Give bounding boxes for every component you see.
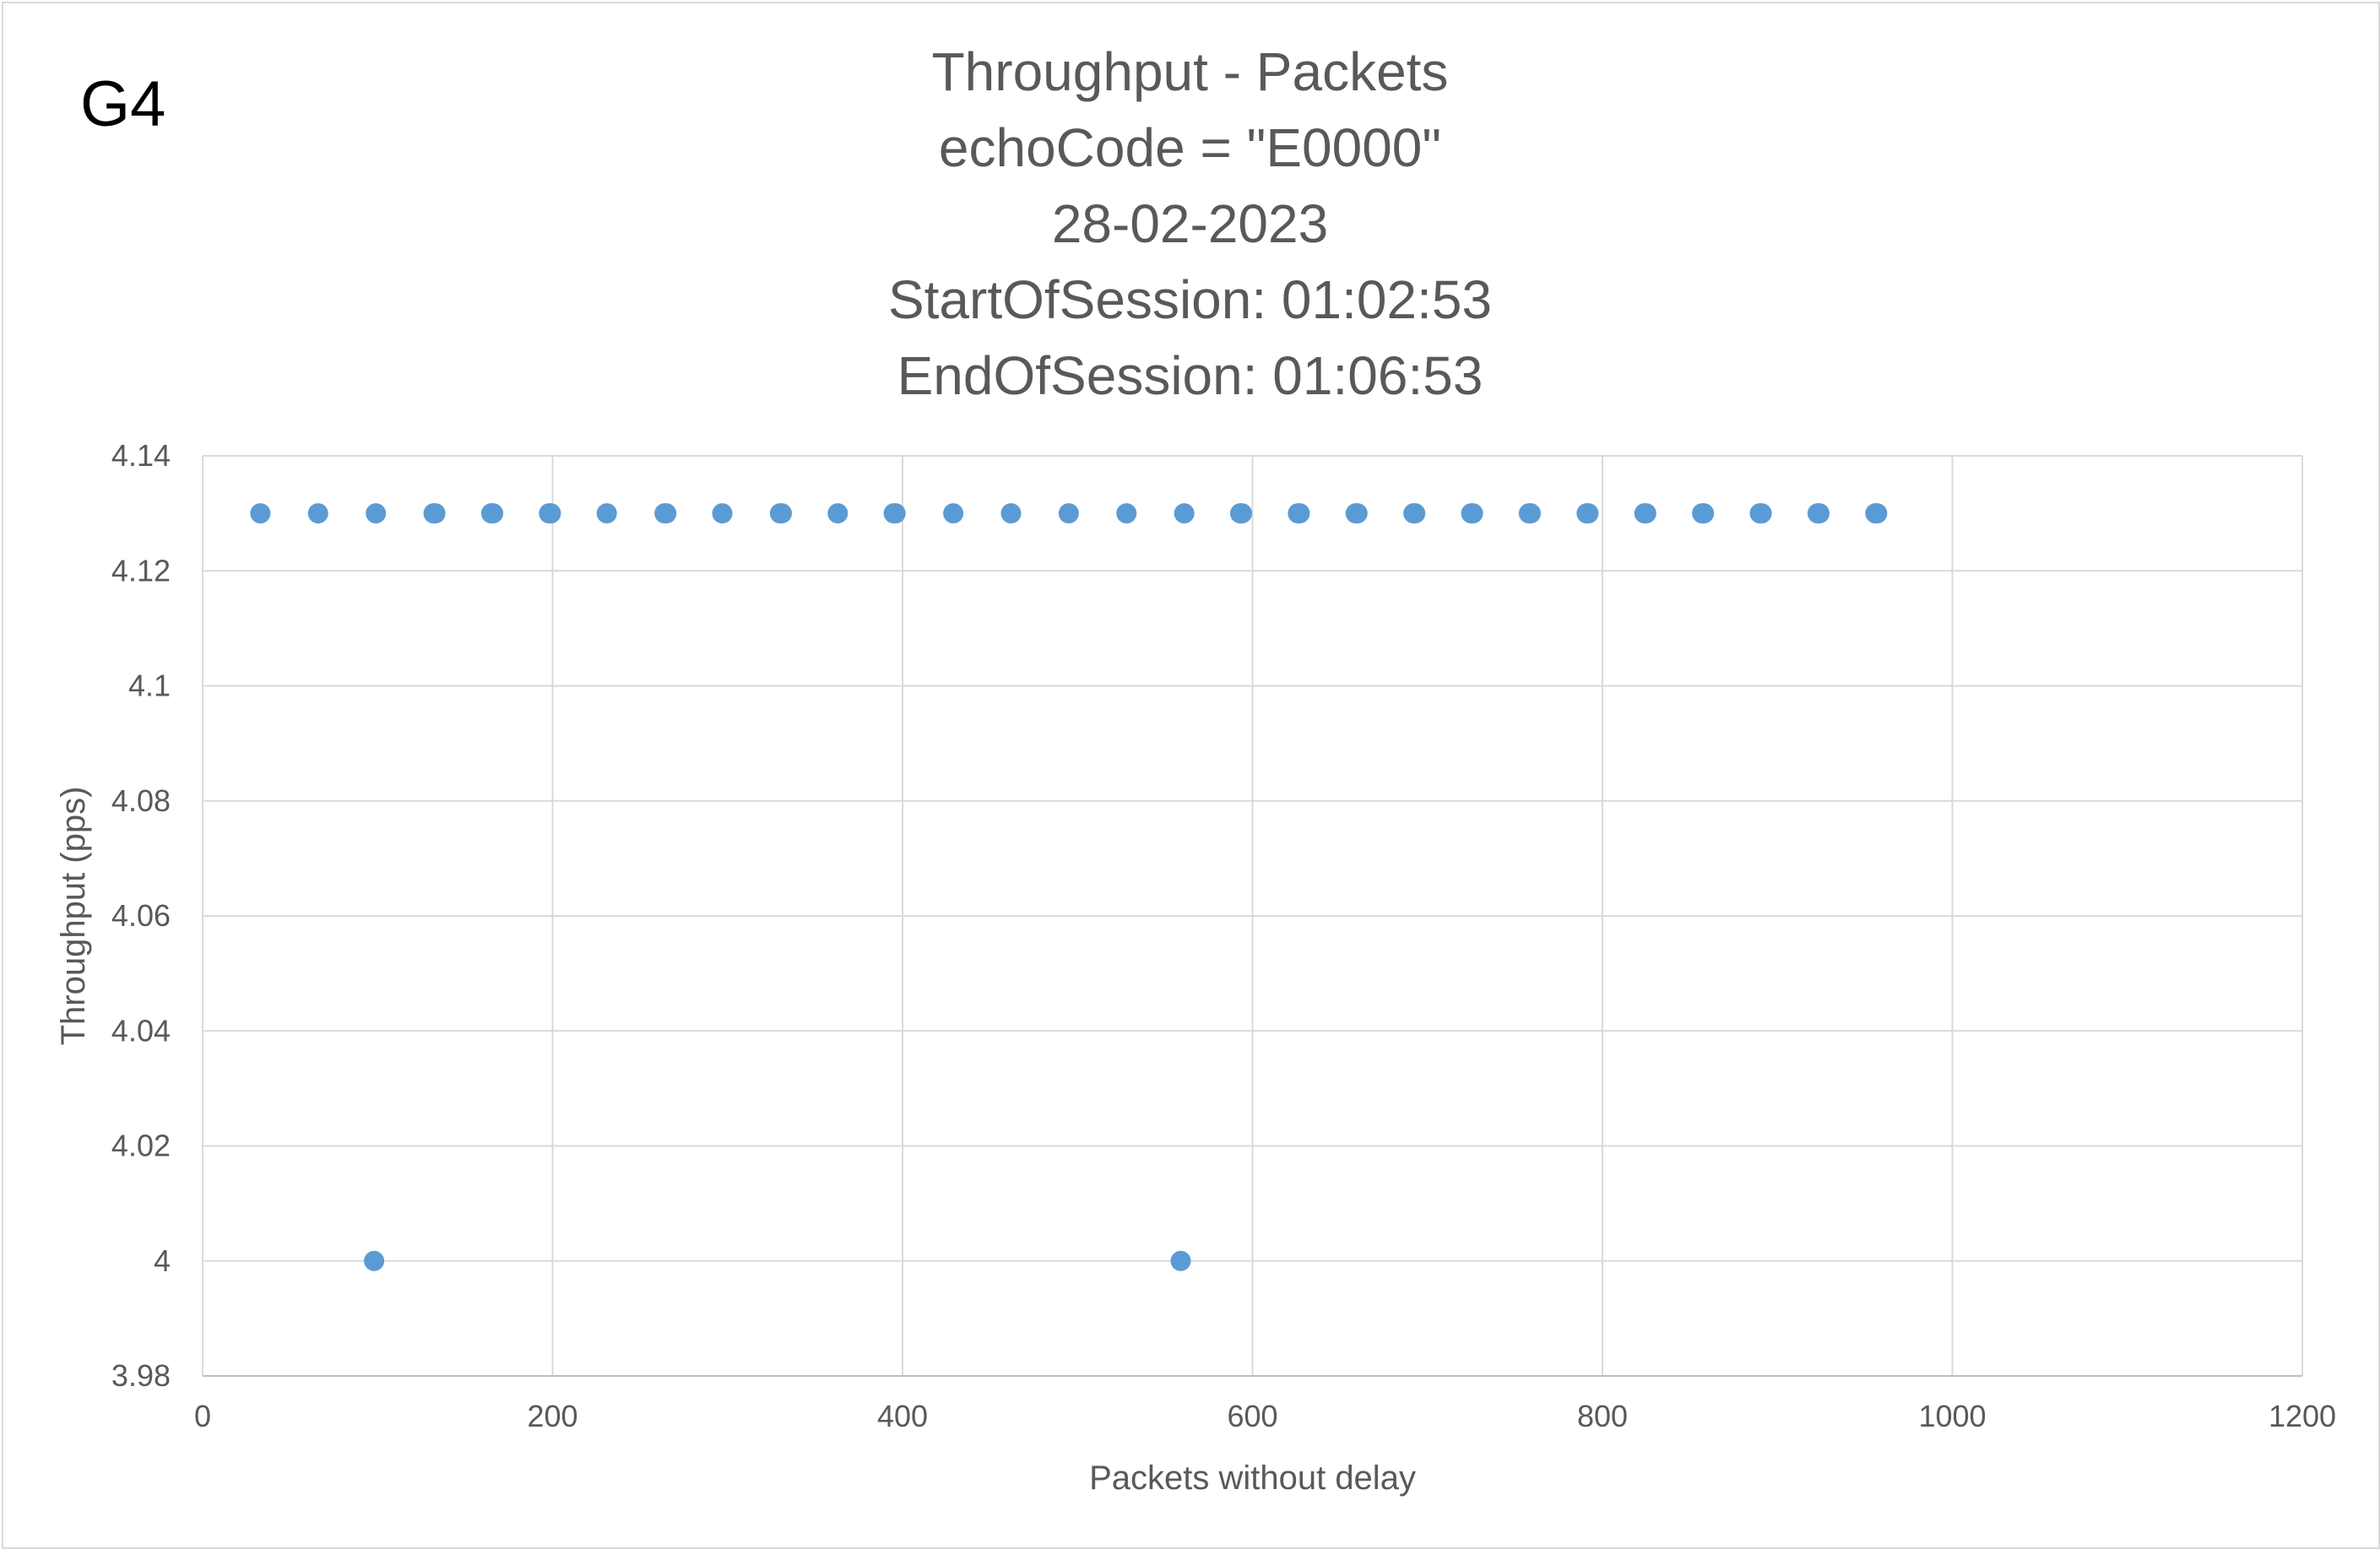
x-tick-label: 600 bbox=[1227, 1399, 1277, 1433]
grid-lines bbox=[203, 455, 2303, 1376]
y-tick-label: 4.1 bbox=[128, 669, 171, 703]
data-point bbox=[1170, 1250, 1191, 1271]
y-tick-label: 4.08 bbox=[111, 783, 171, 818]
data-point bbox=[1808, 503, 1830, 524]
data-point bbox=[712, 503, 733, 524]
x-tick-label: 200 bbox=[527, 1399, 577, 1433]
data-point bbox=[1578, 503, 1599, 524]
y-axis-title: Throughput (pps) bbox=[55, 787, 92, 1046]
data-point bbox=[364, 1250, 385, 1271]
data-point bbox=[1116, 503, 1137, 524]
tick-labels: 3.98 4 4.02 4.04 4.06 4.08 4.1 4.12 4.14 0 200 400 6… bbox=[111, 438, 2336, 1433]
data-point bbox=[425, 503, 446, 524]
data-point bbox=[1232, 503, 1253, 524]
chart-title-line: StartOfSession: 01:02:53 bbox=[887, 269, 1493, 330]
data-point bbox=[1289, 503, 1310, 524]
y-tick-label: 4 bbox=[154, 1243, 171, 1278]
panel-label: G4 bbox=[80, 68, 166, 140]
data-point bbox=[1058, 503, 1079, 524]
y-tick-label: 4.02 bbox=[111, 1129, 171, 1163]
data-point bbox=[1000, 503, 1022, 524]
data-point bbox=[1635, 503, 1656, 524]
data-point bbox=[1347, 503, 1368, 524]
chart-title: Throughput - Packets echoCode = "E0000" … bbox=[0, 34, 2380, 414]
x-tick-label: 800 bbox=[1577, 1399, 1628, 1433]
data-point bbox=[596, 503, 617, 524]
chart-title-line: Throughput - Packets bbox=[931, 41, 1449, 102]
data-point bbox=[1174, 503, 1195, 524]
data-point bbox=[307, 503, 328, 524]
chart-title-line: echoCode = "E0000" bbox=[938, 117, 1442, 178]
x-tick-label: 1000 bbox=[1918, 1399, 1986, 1433]
x-axis-title: Packets without delay bbox=[1089, 1460, 1416, 1497]
axes bbox=[202, 456, 2302, 1377]
data-point bbox=[250, 503, 271, 524]
data-points bbox=[250, 503, 1888, 1271]
x-tick-label: 1200 bbox=[2269, 1399, 2336, 1433]
y-tick-label: 4.12 bbox=[111, 553, 171, 588]
chart-title-line: 28-02-2023 bbox=[1051, 193, 1329, 254]
data-point bbox=[366, 503, 387, 524]
chart-title-line: EndOfSession: 01:06:53 bbox=[897, 345, 1483, 406]
data-point bbox=[483, 503, 504, 524]
data-point bbox=[1694, 503, 1715, 524]
data-point bbox=[1867, 503, 1888, 524]
data-point bbox=[771, 503, 792, 524]
data-point bbox=[1462, 503, 1483, 524]
data-point bbox=[827, 503, 848, 524]
data-point bbox=[656, 503, 677, 524]
y-tick-label: 4.04 bbox=[111, 1013, 171, 1048]
y-tick-label: 3.98 bbox=[111, 1358, 171, 1393]
data-point bbox=[540, 503, 561, 524]
data-point bbox=[1521, 503, 1542, 524]
data-point bbox=[1751, 503, 1772, 524]
data-point bbox=[943, 503, 964, 524]
y-tick-label: 4.14 bbox=[111, 438, 171, 473]
y-tick-label: 4.06 bbox=[111, 898, 171, 933]
x-tick-label: 0 bbox=[194, 1399, 211, 1433]
x-tick-label: 400 bbox=[877, 1399, 928, 1433]
data-point bbox=[1405, 503, 1426, 524]
data-point bbox=[885, 503, 906, 524]
